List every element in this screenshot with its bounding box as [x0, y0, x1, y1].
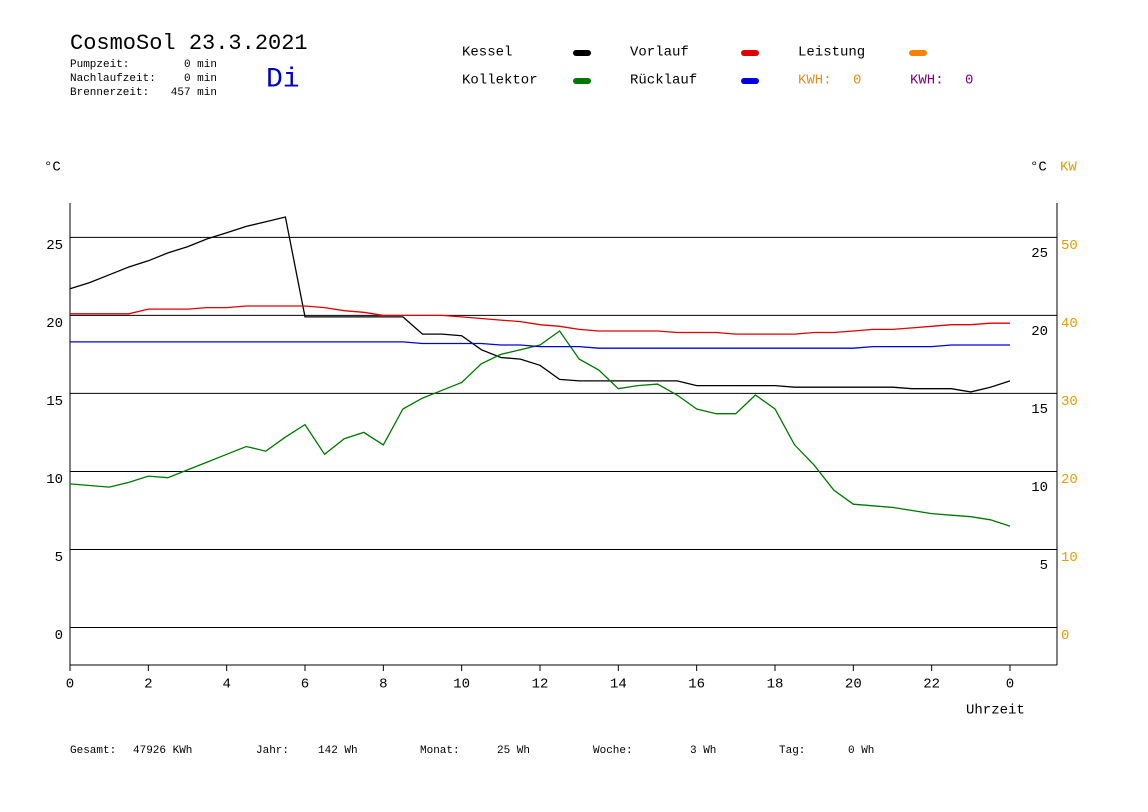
- x-tick-label: 8: [379, 677, 387, 693]
- stat-value: 0 min: [184, 59, 217, 71]
- y-tick-label: 20: [46, 316, 63, 332]
- stat-label: Nachlaufzeit:: [70, 73, 156, 85]
- x-tick-label: 10: [453, 677, 470, 693]
- footer-label: Jahr:: [256, 745, 289, 757]
- series-line: [70, 305, 1010, 335]
- legend-label: Kollektor: [462, 73, 538, 89]
- footer-label: Gesamt:: [70, 745, 116, 757]
- y2-tick-label: 20: [1031, 324, 1048, 340]
- y-tick-label: 15: [46, 394, 63, 410]
- title: CosmoSol 23.3.2021: [70, 31, 308, 56]
- y3-tick-label: 50: [1061, 238, 1078, 254]
- stat-label: Pumpzeit:: [70, 59, 129, 71]
- x-tick-label: 2: [144, 677, 152, 693]
- footer-label: Tag:: [779, 745, 805, 757]
- x-tick-label: 14: [610, 677, 627, 693]
- y-unit: °C: [44, 160, 61, 176]
- kwh-label: KWH:: [798, 73, 832, 89]
- x-tick-label: 6: [301, 677, 309, 693]
- y-tick-label: 25: [46, 238, 63, 254]
- x-tick-label: 0: [66, 677, 74, 693]
- y2-unit: °C: [1030, 160, 1047, 176]
- x-tick-label: 22: [923, 677, 940, 693]
- x-tick-label: 20: [845, 677, 862, 693]
- y-tick-label: 5: [55, 550, 63, 566]
- y3-unit: KW: [1060, 160, 1077, 176]
- series-line: [69, 216, 1011, 393]
- y2-tick-label: 5: [1040, 558, 1048, 574]
- legend-label: Kessel: [462, 45, 512, 61]
- y3-tick-label: 40: [1061, 316, 1078, 332]
- kwh-label: KWH:: [910, 73, 944, 89]
- footer-label: Monat:: [420, 745, 460, 757]
- footer-value: 47926 KWh: [133, 745, 192, 757]
- x-tick-label: 18: [767, 677, 784, 693]
- legend-label: Leistung: [798, 45, 865, 61]
- y2-tick-label: 15: [1031, 402, 1048, 418]
- kwh-value: 0: [965, 73, 973, 89]
- y2-tick-label: 10: [1031, 480, 1048, 496]
- y3-tick-label: 10: [1061, 550, 1078, 566]
- series-line: [69, 330, 1011, 527]
- x-tick-label: 0: [1006, 677, 1014, 693]
- legend-label: Rücklauf: [630, 73, 697, 89]
- footer-value: 142 Wh: [318, 745, 358, 757]
- y3-tick-label: 0: [1061, 628, 1069, 644]
- stat-label: Brennerzeit:: [70, 87, 149, 99]
- y-tick-label: 10: [46, 472, 63, 488]
- stat-value: 457 min: [171, 87, 217, 99]
- legend-label: Vorlauf: [630, 45, 689, 61]
- y3-tick-label: 20: [1061, 472, 1078, 488]
- kwh-value: 0: [853, 73, 861, 89]
- footer-value: 0 Wh: [848, 745, 874, 757]
- x-tick-label: 12: [532, 677, 549, 693]
- y3-tick-label: 30: [1061, 394, 1078, 410]
- x-label: Uhrzeit: [966, 703, 1025, 719]
- x-tick-label: 4: [222, 677, 230, 693]
- footer-value: 3 Wh: [690, 745, 716, 757]
- weekday: Di: [266, 64, 300, 95]
- y2-tick-label: 25: [1031, 246, 1048, 262]
- series-line: [70, 341, 1010, 349]
- y-tick-label: 0: [55, 628, 63, 644]
- stat-value: 0 min: [184, 73, 217, 85]
- footer-value: 25 Wh: [497, 745, 530, 757]
- x-tick-label: 16: [688, 677, 705, 693]
- footer-label: Woche:: [593, 745, 633, 757]
